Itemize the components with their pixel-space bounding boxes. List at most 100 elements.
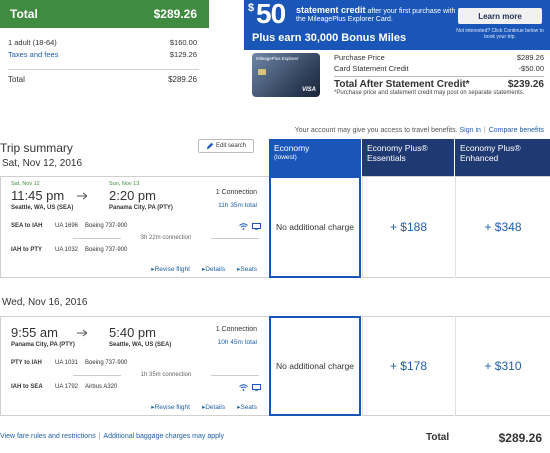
segment-row: IAH to PTY UA 1032 Boeing 737-900: [11, 245, 261, 255]
return-date: Wed, Nov 16, 2016: [2, 297, 88, 308]
departure-date: Sat, Nov 12: [11, 181, 40, 187]
ad-after-credit-row: Total After Statement Credit* $239.26: [334, 76, 544, 90]
details-link[interactable]: Details: [202, 403, 225, 411]
arrival-time: 2:20 pm: [109, 188, 156, 203]
grand-total-value: $289.26: [498, 431, 542, 445]
price-header-label: Total: [10, 7, 38, 21]
card-chip-icon: [258, 69, 266, 75]
price-row-taxes: Taxes and fees $129.26: [0, 48, 209, 60]
price-total-label: Total: [8, 75, 25, 84]
arrival-place: Seattle, WA, US (SEA): [109, 342, 172, 348]
grand-total-label: Total: [426, 432, 450, 443]
cabin-name: Economy Plus®: [460, 143, 521, 153]
arrival-place: Panama City, PA (PTY): [109, 205, 173, 211]
price-row-label: 1 adult (18-64): [8, 37, 57, 47]
compare-benefits-link[interactable]: Compare benefits: [488, 127, 544, 134]
segment-route: IAH to SEA: [11, 384, 43, 390]
fare-enhanced-outbound[interactable]: + $348: [455, 176, 550, 278]
segment-flight: UA 1031: [55, 360, 79, 366]
ad-credit-row: Card Statement Credit -$50.00: [334, 63, 544, 74]
layover-divider: 1h 35m connection: [73, 372, 259, 378]
ad-credit-label: Card Statement Credit: [334, 64, 409, 73]
ad-not-interested: Not interested? Click Continue below to …: [456, 28, 544, 40]
amenity-icons: [239, 383, 261, 391]
entertainment-icon: [252, 383, 261, 391]
price-summary-header: Total $289.26: [0, 0, 209, 28]
edit-search-button[interactable]: Edit search: [198, 139, 254, 153]
connection-count: 1 Connection: [215, 189, 257, 196]
credit-card-image: MileagePlus Explorer VISA: [252, 53, 320, 97]
segment-route: IAH to PTY: [11, 247, 42, 253]
segment-route: SEA to IAH: [11, 223, 43, 229]
segment-aircraft: Boeing 737-900: [85, 360, 128, 366]
footer-links: View fare rules and restrictions | Additio…: [0, 433, 224, 440]
ad-headline-rest: after your first purchase with the Milea…: [296, 8, 456, 23]
wifi-icon: [239, 222, 248, 230]
outbound-date: Sat, Nov 12, 2016: [2, 158, 83, 169]
departure-place: Panama City, PA (PTY): [11, 342, 75, 348]
amenity-icons: [239, 222, 261, 230]
price-total-row: Total $289.26: [0, 75, 209, 84]
revise-flight-link[interactable]: Revise flight: [151, 265, 190, 273]
wifi-icon: [239, 383, 248, 391]
cabin-sub: (lowest): [274, 154, 297, 161]
cabin-header-enhanced[interactable]: Economy Plus® Enhanced: [455, 139, 550, 176]
fare-rules-link[interactable]: View fare rules and restrictions: [0, 433, 96, 440]
departure-time: 9:55 am: [11, 325, 58, 340]
flight-block-outbound: Sat, Nov 12 Sun, Nov 13 11:45 pm 2:20 pm…: [0, 176, 269, 278]
flight-links: Revise flight Details Seats: [151, 403, 257, 411]
flight-links: Revise flight Details Seats: [151, 265, 257, 273]
ad-dollar-sign: $: [248, 2, 255, 14]
total-duration: 10h 45m total: [217, 339, 257, 346]
price-row-adult: 1 adult (18-64) $160.00: [0, 36, 209, 48]
fare-economy-outbound[interactable]: No additional charge: [269, 176, 361, 278]
flight-block-return: 9:55 am 5:40 pm Panama City, PA (PTY) Se…: [0, 316, 269, 416]
pencil-icon: [206, 142, 214, 150]
cabin-header-economy[interactable]: Economy (lowest): [269, 139, 361, 176]
divider: |: [483, 127, 486, 134]
divider: |: [98, 433, 101, 440]
account-benefits-line: Your account may give you access to trav…: [295, 127, 544, 134]
ad-purchase-label: Purchase Price: [334, 53, 385, 62]
fare-economy-return[interactable]: No additional charge: [269, 316, 361, 416]
sign-in-link[interactable]: Sign in: [459, 127, 481, 134]
departure-time: 11:45 pm: [11, 188, 65, 203]
ad-purchase-row: Purchase Price $289.26: [334, 52, 544, 63]
ad-price-lines: Purchase Price $289.26 Card Statement Cr…: [334, 52, 544, 97]
segment-flight: UA 1792: [55, 384, 79, 390]
cabin-sub: Essentials: [367, 153, 406, 163]
ad-credit-value: -$50.00: [518, 64, 544, 73]
learn-more-button[interactable]: Learn more: [458, 8, 542, 24]
segment-row: PTY to IAH UA 1031 Boeing 737-900: [11, 358, 261, 368]
cabin-name: Economy Plus®: [367, 143, 428, 153]
price-row-value: $129.26: [169, 49, 197, 59]
fare-essentials-return[interactable]: + $178: [362, 316, 454, 416]
details-link[interactable]: Details: [202, 265, 225, 273]
arrival-time: 5:40 pm: [109, 325, 156, 340]
ad-headline: statement credit after your first purcha…: [296, 6, 456, 24]
cabin-header-essentials[interactable]: Economy Plus® Essentials: [362, 139, 454, 176]
segment-row: IAH to SEA UA 1792 Airbus A320: [11, 382, 261, 392]
ad-headline-bold: statement credit: [296, 5, 366, 15]
price-header-value: $289.26: [153, 7, 197, 21]
arrival-date: Sun, Nov 13: [109, 181, 140, 187]
plane-icon: [77, 192, 87, 200]
ad-amount: 50: [256, 0, 286, 29]
cabin-name: Economy: [274, 143, 310, 153]
baggage-link[interactable]: Additional baggage charges may apply: [103, 433, 225, 440]
segment-flight: UA 1696: [55, 223, 79, 229]
visa-logo: VISA: [301, 87, 316, 93]
taxes-link[interactable]: Taxes and fees: [8, 49, 59, 59]
edit-search-label: Edit search: [215, 143, 246, 149]
seats-link[interactable]: Seats: [237, 403, 257, 411]
ad-after-label: Total After Statement Credit*: [334, 79, 470, 90]
fare-enhanced-return[interactable]: + $310: [455, 316, 550, 416]
entertainment-icon: [252, 222, 261, 230]
seats-link[interactable]: Seats: [237, 265, 257, 273]
revise-flight-link[interactable]: Revise flight: [151, 403, 190, 411]
segment-aircraft: Boeing 737-900: [85, 223, 128, 229]
total-duration: 11h 35m total: [218, 202, 257, 209]
segment-flight: UA 1032: [55, 247, 79, 253]
segment-aircraft: Airbus A320: [85, 384, 118, 390]
fare-essentials-outbound[interactable]: + $188: [362, 176, 454, 278]
